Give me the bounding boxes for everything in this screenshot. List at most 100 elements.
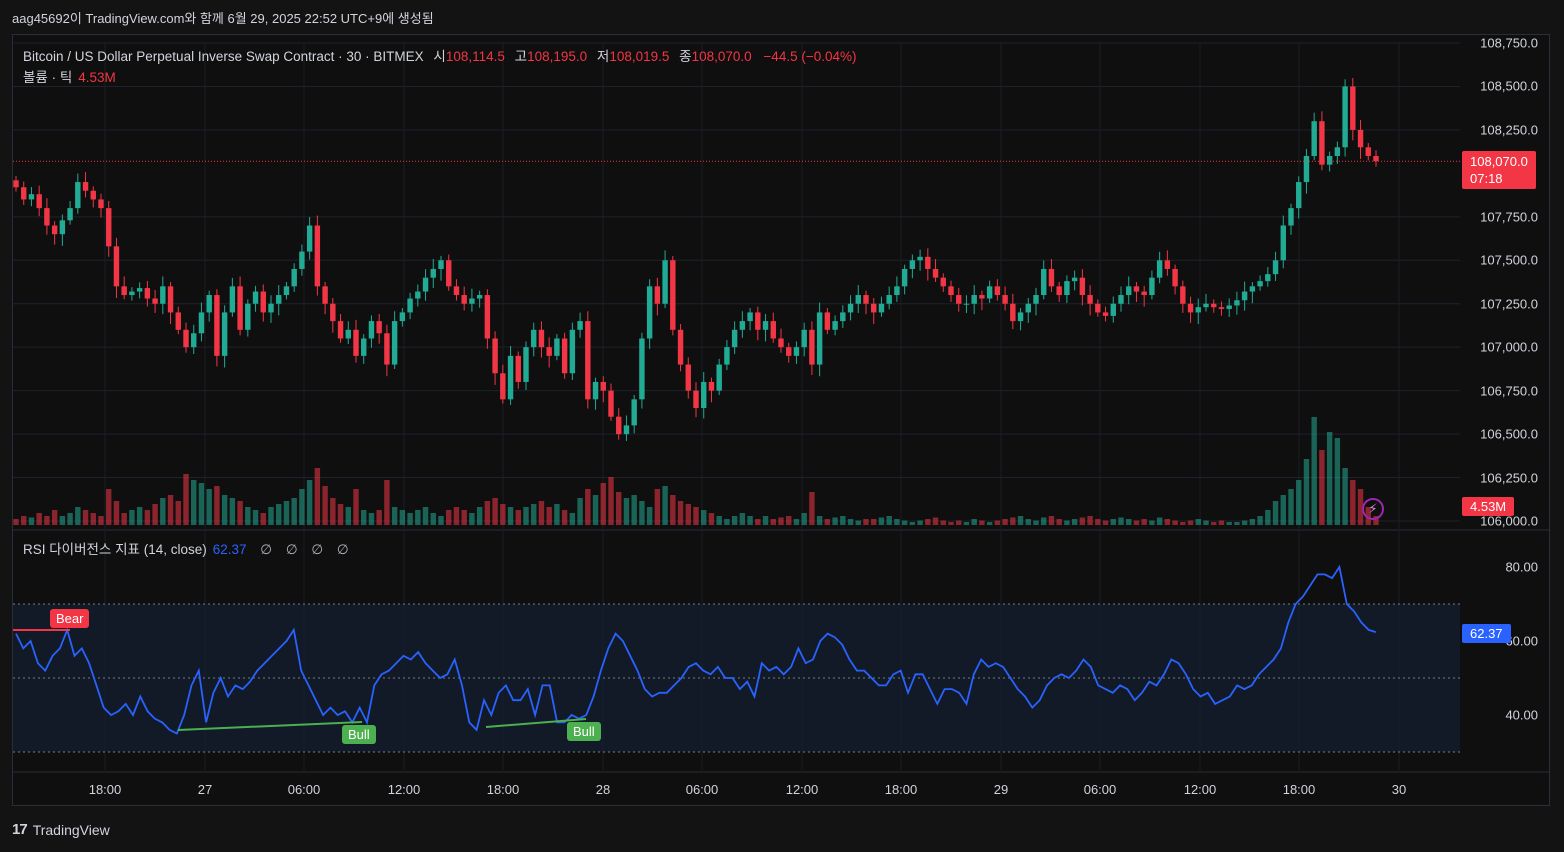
time-axis-label: 28 <box>595 782 611 797</box>
volume-bar <box>747 516 753 525</box>
volume-bar <box>229 498 236 525</box>
volume-bar <box>793 519 800 525</box>
candle-body <box>1296 182 1302 209</box>
candle-body <box>28 194 35 200</box>
volume-bar <box>824 519 831 525</box>
candle-body <box>191 333 197 348</box>
candle-body <box>260 291 266 313</box>
candle-body <box>925 256 931 269</box>
volume-bar <box>453 507 460 525</box>
volume-bar <box>51 510 58 525</box>
lightning-icon[interactable]: ⚡ <box>1362 498 1384 520</box>
candle-body <box>561 338 568 374</box>
candle-body <box>1025 303 1031 313</box>
tradingview-brand[interactable]: 17 TradingView <box>12 821 110 838</box>
price-axis-label: 106,250.0 <box>1480 470 1538 486</box>
volume-bar <box>1272 501 1279 525</box>
candle-body <box>353 329 359 356</box>
candle-body <box>1288 208 1294 226</box>
rsi-legend: RSI 다이버전스 지표 (14, close) 62.37 ∅ ∅ ∅ ∅ <box>23 542 349 557</box>
volume-bar <box>809 492 815 525</box>
volume-bar <box>561 510 568 525</box>
bull-signal-label-1: Bull <box>342 725 376 744</box>
candle-body <box>484 295 491 339</box>
candle-body <box>500 373 506 400</box>
volume-bar <box>701 510 707 525</box>
volume-bar <box>1296 480 1302 525</box>
candle-body <box>461 295 467 304</box>
volume-bar <box>276 504 282 525</box>
candle-body <box>1010 303 1016 322</box>
volume-bar <box>21 516 27 525</box>
candle-body <box>639 338 645 400</box>
volume-bar <box>986 522 993 525</box>
time-axis-label: 12:00 <box>387 782 421 797</box>
candle-body <box>1241 291 1248 301</box>
price-axis-label: 106,750.0 <box>1480 383 1538 399</box>
volume-bar <box>422 507 429 525</box>
volume-bar <box>1095 519 1101 525</box>
candle-body <box>979 295 985 299</box>
volume-bar <box>1156 517 1163 525</box>
volume-bar <box>863 519 869 525</box>
candle-body <box>299 251 305 269</box>
candle-body <box>816 312 823 365</box>
volume-bar <box>1087 516 1093 525</box>
candle-body <box>523 347 529 382</box>
candle-body <box>616 416 622 435</box>
candle-body <box>1002 295 1008 304</box>
candle-body <box>1064 281 1070 296</box>
candle-body <box>1095 303 1101 313</box>
candle-body <box>847 303 854 313</box>
candle-body <box>1234 300 1240 306</box>
price-axis-label: 107,000.0 <box>1480 339 1538 355</box>
candle-body <box>206 295 212 313</box>
volume-bar <box>1002 519 1008 525</box>
candle-body <box>1149 277 1155 296</box>
candle-body <box>600 381 606 391</box>
candle-body <box>214 295 220 356</box>
candle-body <box>1102 312 1109 316</box>
volume-bar <box>963 522 970 525</box>
volume-bar <box>330 498 336 525</box>
volume-bar <box>1249 519 1256 525</box>
time-axis-label: 18:00 <box>88 782 122 797</box>
volume-bar <box>391 507 398 525</box>
volume-bar <box>538 501 545 525</box>
volume-bar <box>608 477 614 525</box>
volume-bar <box>693 507 699 525</box>
price-axis-label: 106,000.0 <box>1480 513 1538 529</box>
candle-body <box>932 268 939 278</box>
volume-bar <box>832 517 838 525</box>
volume-bar <box>1118 517 1124 525</box>
volume-bar <box>623 498 630 525</box>
volume-tag: 4.53M <box>1462 497 1515 516</box>
volume-bar <box>1218 520 1225 525</box>
candle-body <box>1311 121 1317 156</box>
volume-bar <box>106 489 112 525</box>
candle-body <box>886 295 892 304</box>
last-price-tag: 108,070.0 07:18 <box>1462 151 1536 189</box>
price-legend: Bitcoin / US Dollar Perpetual Inverse Sw… <box>23 49 857 64</box>
candle-body <box>1180 286 1186 304</box>
volume-bar <box>670 495 676 525</box>
candle-body <box>1373 155 1379 162</box>
candle-body <box>368 321 375 339</box>
volume-bar <box>1241 520 1248 525</box>
rsi-symbol-1: ∅ <box>260 542 273 557</box>
volume-bar <box>546 507 552 525</box>
candle-body <box>1118 295 1124 304</box>
volume-bar <box>415 510 421 525</box>
candle-body <box>90 190 96 200</box>
volume-bar <box>755 519 761 525</box>
volume-bar <box>932 517 939 525</box>
candle-body <box>44 208 50 226</box>
volume-bar <box>1064 520 1070 525</box>
volume-bar <box>685 504 691 525</box>
candle-body <box>67 208 73 221</box>
volume-bar <box>616 492 622 525</box>
volume-bar <box>368 513 375 525</box>
volume-bar <box>221 495 228 525</box>
volume-legend: 볼륨 · 틱 4.53M <box>23 70 116 85</box>
